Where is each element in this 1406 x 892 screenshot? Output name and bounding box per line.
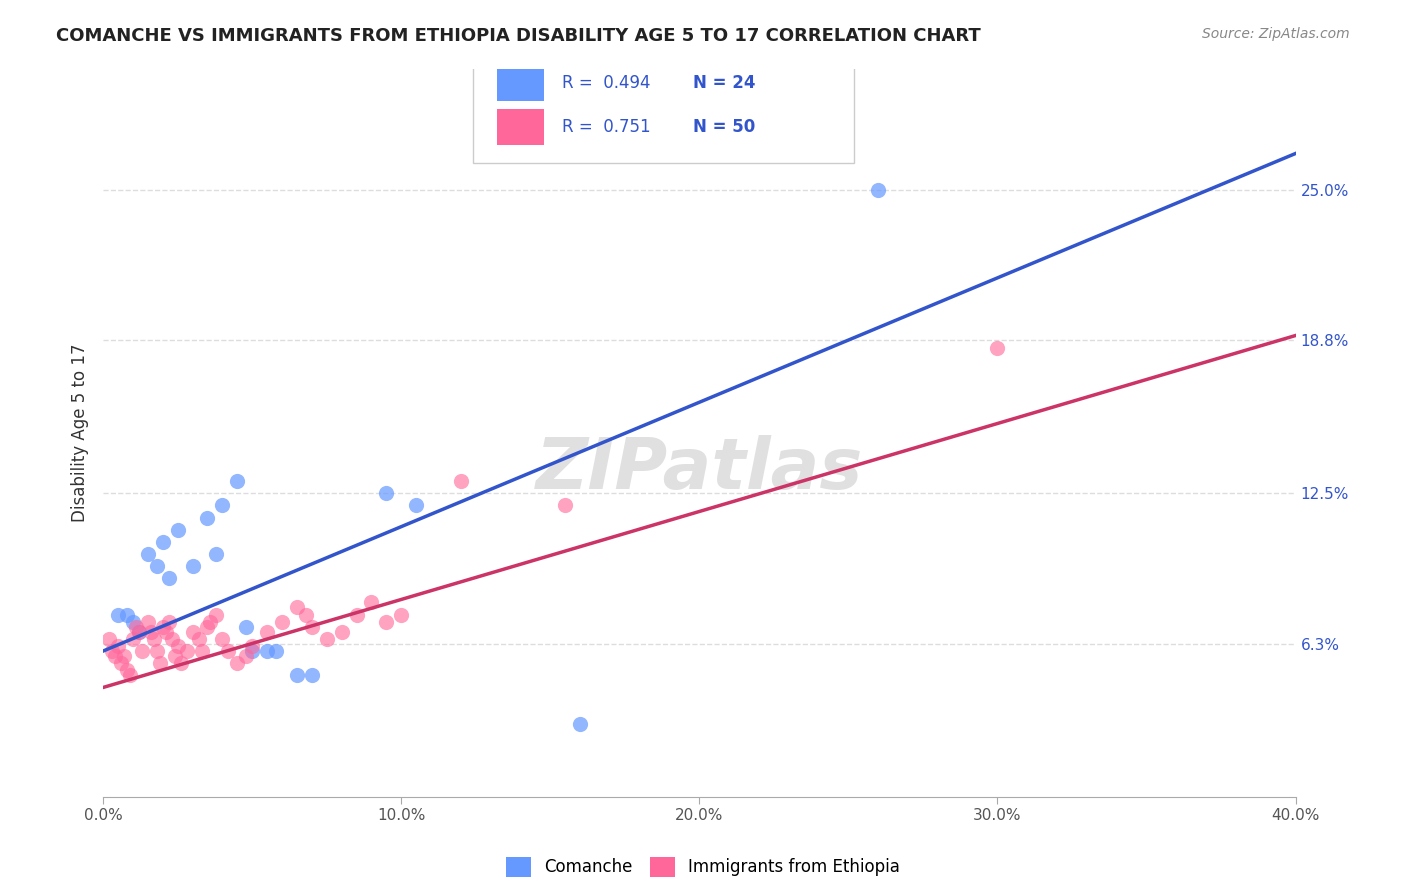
Point xyxy=(205,547,228,561)
Y-axis label: Disability Age 5 to 17: Disability Age 5 to 17 xyxy=(72,343,89,522)
Point xyxy=(226,656,249,670)
Point xyxy=(256,624,278,639)
Point xyxy=(122,615,145,629)
Point xyxy=(101,644,124,658)
Text: Source: ZipAtlas.com: Source: ZipAtlas.com xyxy=(1202,27,1350,41)
Point xyxy=(142,632,165,646)
Point xyxy=(285,668,308,682)
Point xyxy=(301,668,323,682)
Point xyxy=(166,639,188,653)
Point xyxy=(181,624,204,639)
Text: N = 24: N = 24 xyxy=(693,74,756,92)
Point xyxy=(115,607,138,622)
Point xyxy=(104,648,127,663)
Point xyxy=(107,639,129,653)
Point xyxy=(118,668,141,682)
Point xyxy=(166,523,188,537)
Point xyxy=(197,620,219,634)
Point xyxy=(190,644,212,658)
Point xyxy=(160,632,183,646)
Point xyxy=(125,620,148,634)
Point xyxy=(98,632,121,646)
Point xyxy=(152,534,174,549)
Point xyxy=(405,499,427,513)
Point xyxy=(187,632,209,646)
FancyBboxPatch shape xyxy=(496,65,544,102)
Point xyxy=(868,183,890,197)
Point xyxy=(360,595,382,609)
Text: N = 50: N = 50 xyxy=(693,118,755,136)
Point xyxy=(110,656,132,670)
Point xyxy=(569,717,592,731)
Point xyxy=(375,615,398,629)
Point xyxy=(163,648,186,663)
Point xyxy=(285,600,308,615)
Point xyxy=(315,632,337,646)
Point xyxy=(256,644,278,658)
Point xyxy=(205,607,228,622)
FancyBboxPatch shape xyxy=(472,46,855,163)
Point xyxy=(112,648,135,663)
Point xyxy=(211,632,233,646)
Point xyxy=(146,559,169,574)
Point xyxy=(295,607,318,622)
Point xyxy=(389,607,412,622)
FancyBboxPatch shape xyxy=(496,109,544,145)
Point xyxy=(197,510,219,524)
Point xyxy=(107,607,129,622)
Point xyxy=(146,644,169,658)
Point xyxy=(235,620,257,634)
Point xyxy=(211,499,233,513)
Text: R =  0.494: R = 0.494 xyxy=(562,74,651,92)
Point xyxy=(330,624,353,639)
Text: ZIPatlas: ZIPatlas xyxy=(536,434,863,503)
Point xyxy=(157,615,180,629)
Point xyxy=(240,639,263,653)
Point xyxy=(155,624,177,639)
Point xyxy=(235,648,257,663)
Point xyxy=(450,474,472,488)
Point xyxy=(200,615,222,629)
Point xyxy=(271,615,294,629)
Point xyxy=(226,474,249,488)
Point xyxy=(169,656,191,670)
Legend: Comanche, Immigrants from Ethiopia: Comanche, Immigrants from Ethiopia xyxy=(499,850,907,884)
Point xyxy=(115,664,138,678)
Point xyxy=(176,644,198,658)
Point xyxy=(346,607,368,622)
Point xyxy=(264,644,287,658)
Point xyxy=(240,644,263,658)
Point xyxy=(157,571,180,585)
Point xyxy=(217,644,239,658)
Point xyxy=(139,624,162,639)
Point xyxy=(375,486,398,500)
Point xyxy=(149,656,172,670)
Text: R =  0.751: R = 0.751 xyxy=(562,118,651,136)
Point xyxy=(136,547,159,561)
Point xyxy=(128,624,150,639)
Point xyxy=(152,620,174,634)
Point xyxy=(554,499,576,513)
Point xyxy=(136,615,159,629)
Point xyxy=(181,559,204,574)
Point xyxy=(122,632,145,646)
Point xyxy=(131,644,153,658)
Text: COMANCHE VS IMMIGRANTS FROM ETHIOPIA DISABILITY AGE 5 TO 17 CORRELATION CHART: COMANCHE VS IMMIGRANTS FROM ETHIOPIA DIS… xyxy=(56,27,981,45)
Point xyxy=(301,620,323,634)
Point xyxy=(128,624,150,639)
Point xyxy=(986,341,1008,355)
